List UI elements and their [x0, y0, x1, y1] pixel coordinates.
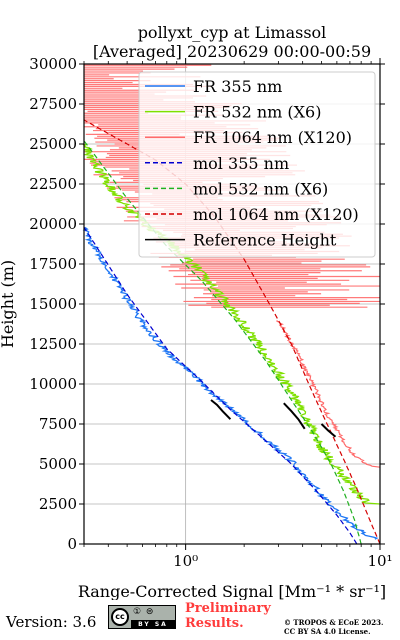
- y-tick-label: 15000: [29, 295, 77, 313]
- legend-box: [138, 71, 376, 258]
- y-tick-label: 5000: [39, 455, 77, 473]
- cc-license-badge[interactable]: cc ① ⊜ BY SA: [108, 605, 176, 629]
- cc-badge-text: BY SA: [131, 620, 175, 629]
- reference-height-line: [210, 399, 232, 420]
- x-tick-label: 10⁰: [173, 552, 198, 570]
- legend-label: mol 355 nm: [193, 154, 289, 173]
- copyright-line-2: CC BY SA 4.0 License.: [284, 627, 371, 636]
- lidar-profile-chart: pollyxt_cyp at Limassol [Averaged] 20230…: [0, 23, 393, 600]
- y-tick-label: 30000: [29, 55, 77, 73]
- y-tick-label: 22500: [29, 175, 77, 193]
- preliminary-notice: Preliminary Results.: [185, 601, 271, 631]
- copyright-line-1: © TROPOS & ECoE 2023.: [284, 618, 384, 627]
- y-tick-label: 25000: [29, 135, 77, 153]
- legend-label: mol 1064 nm (X120): [193, 205, 359, 224]
- copyright-notice: © TROPOS & ECoE 2023. CC BY SA 4.0 Licen…: [284, 618, 383, 636]
- reference-height-line: [283, 402, 306, 430]
- y-tick-label: 27500: [29, 95, 77, 113]
- y-tick-label: 7500: [39, 415, 77, 433]
- footer: Version: 3.6 cc ① ⊜ BY SA Preliminary Re…: [0, 600, 400, 640]
- chart-subtitle: [Averaged] 20230629 00:00-00:59: [93, 42, 371, 61]
- mol-532-line: [83, 140, 362, 545]
- reference-height-line: [320, 423, 337, 438]
- fr-532-line: [82, 143, 381, 505]
- y-tick-label: 12500: [29, 335, 77, 353]
- y-tick-label: 20000: [29, 215, 77, 233]
- y-tick-label: 2500: [39, 495, 77, 513]
- series-lines: [82, 119, 381, 545]
- legend-label: FR 355 nm: [193, 77, 282, 96]
- fr-355-line: [82, 226, 379, 540]
- legend: FR 355 nm FR 532 nm (X6) FR 1064 nm (X120)…: [138, 71, 376, 258]
- legend-label: Reference Height: [193, 231, 337, 250]
- version-label: Version: 3.6: [6, 613, 97, 631]
- legend-label: FR 1064 nm (X120): [193, 128, 352, 147]
- y-axis-label: Height (m): [0, 260, 17, 348]
- preliminary-line-1: Preliminary: [185, 601, 271, 616]
- x-axis-label: Range-Corrected Signal [Mm⁻¹ * sr⁻¹]: [78, 582, 386, 600]
- y-tick-label: 17500: [29, 255, 77, 273]
- axes: 0 2500 5000 7500 10000 12500 15000 17500 20000 22…: [29, 55, 392, 570]
- chart-title: pollyxt_cyp at Limassol: [138, 23, 327, 42]
- y-tick-label: 10000: [29, 375, 77, 393]
- preliminary-line-2: Results.: [185, 616, 244, 631]
- cc-logo-icon: cc: [111, 608, 129, 626]
- legend-label: mol 532 nm (X6): [193, 179, 328, 198]
- x-tick-label: 10¹: [367, 552, 392, 570]
- legend-label: FR 532 nm (X6): [193, 103, 321, 122]
- by-sa-icon: ① ⊜: [133, 607, 155, 617]
- y-tick-label: 0: [67, 535, 77, 553]
- mol-355-line: [83, 226, 358, 545]
